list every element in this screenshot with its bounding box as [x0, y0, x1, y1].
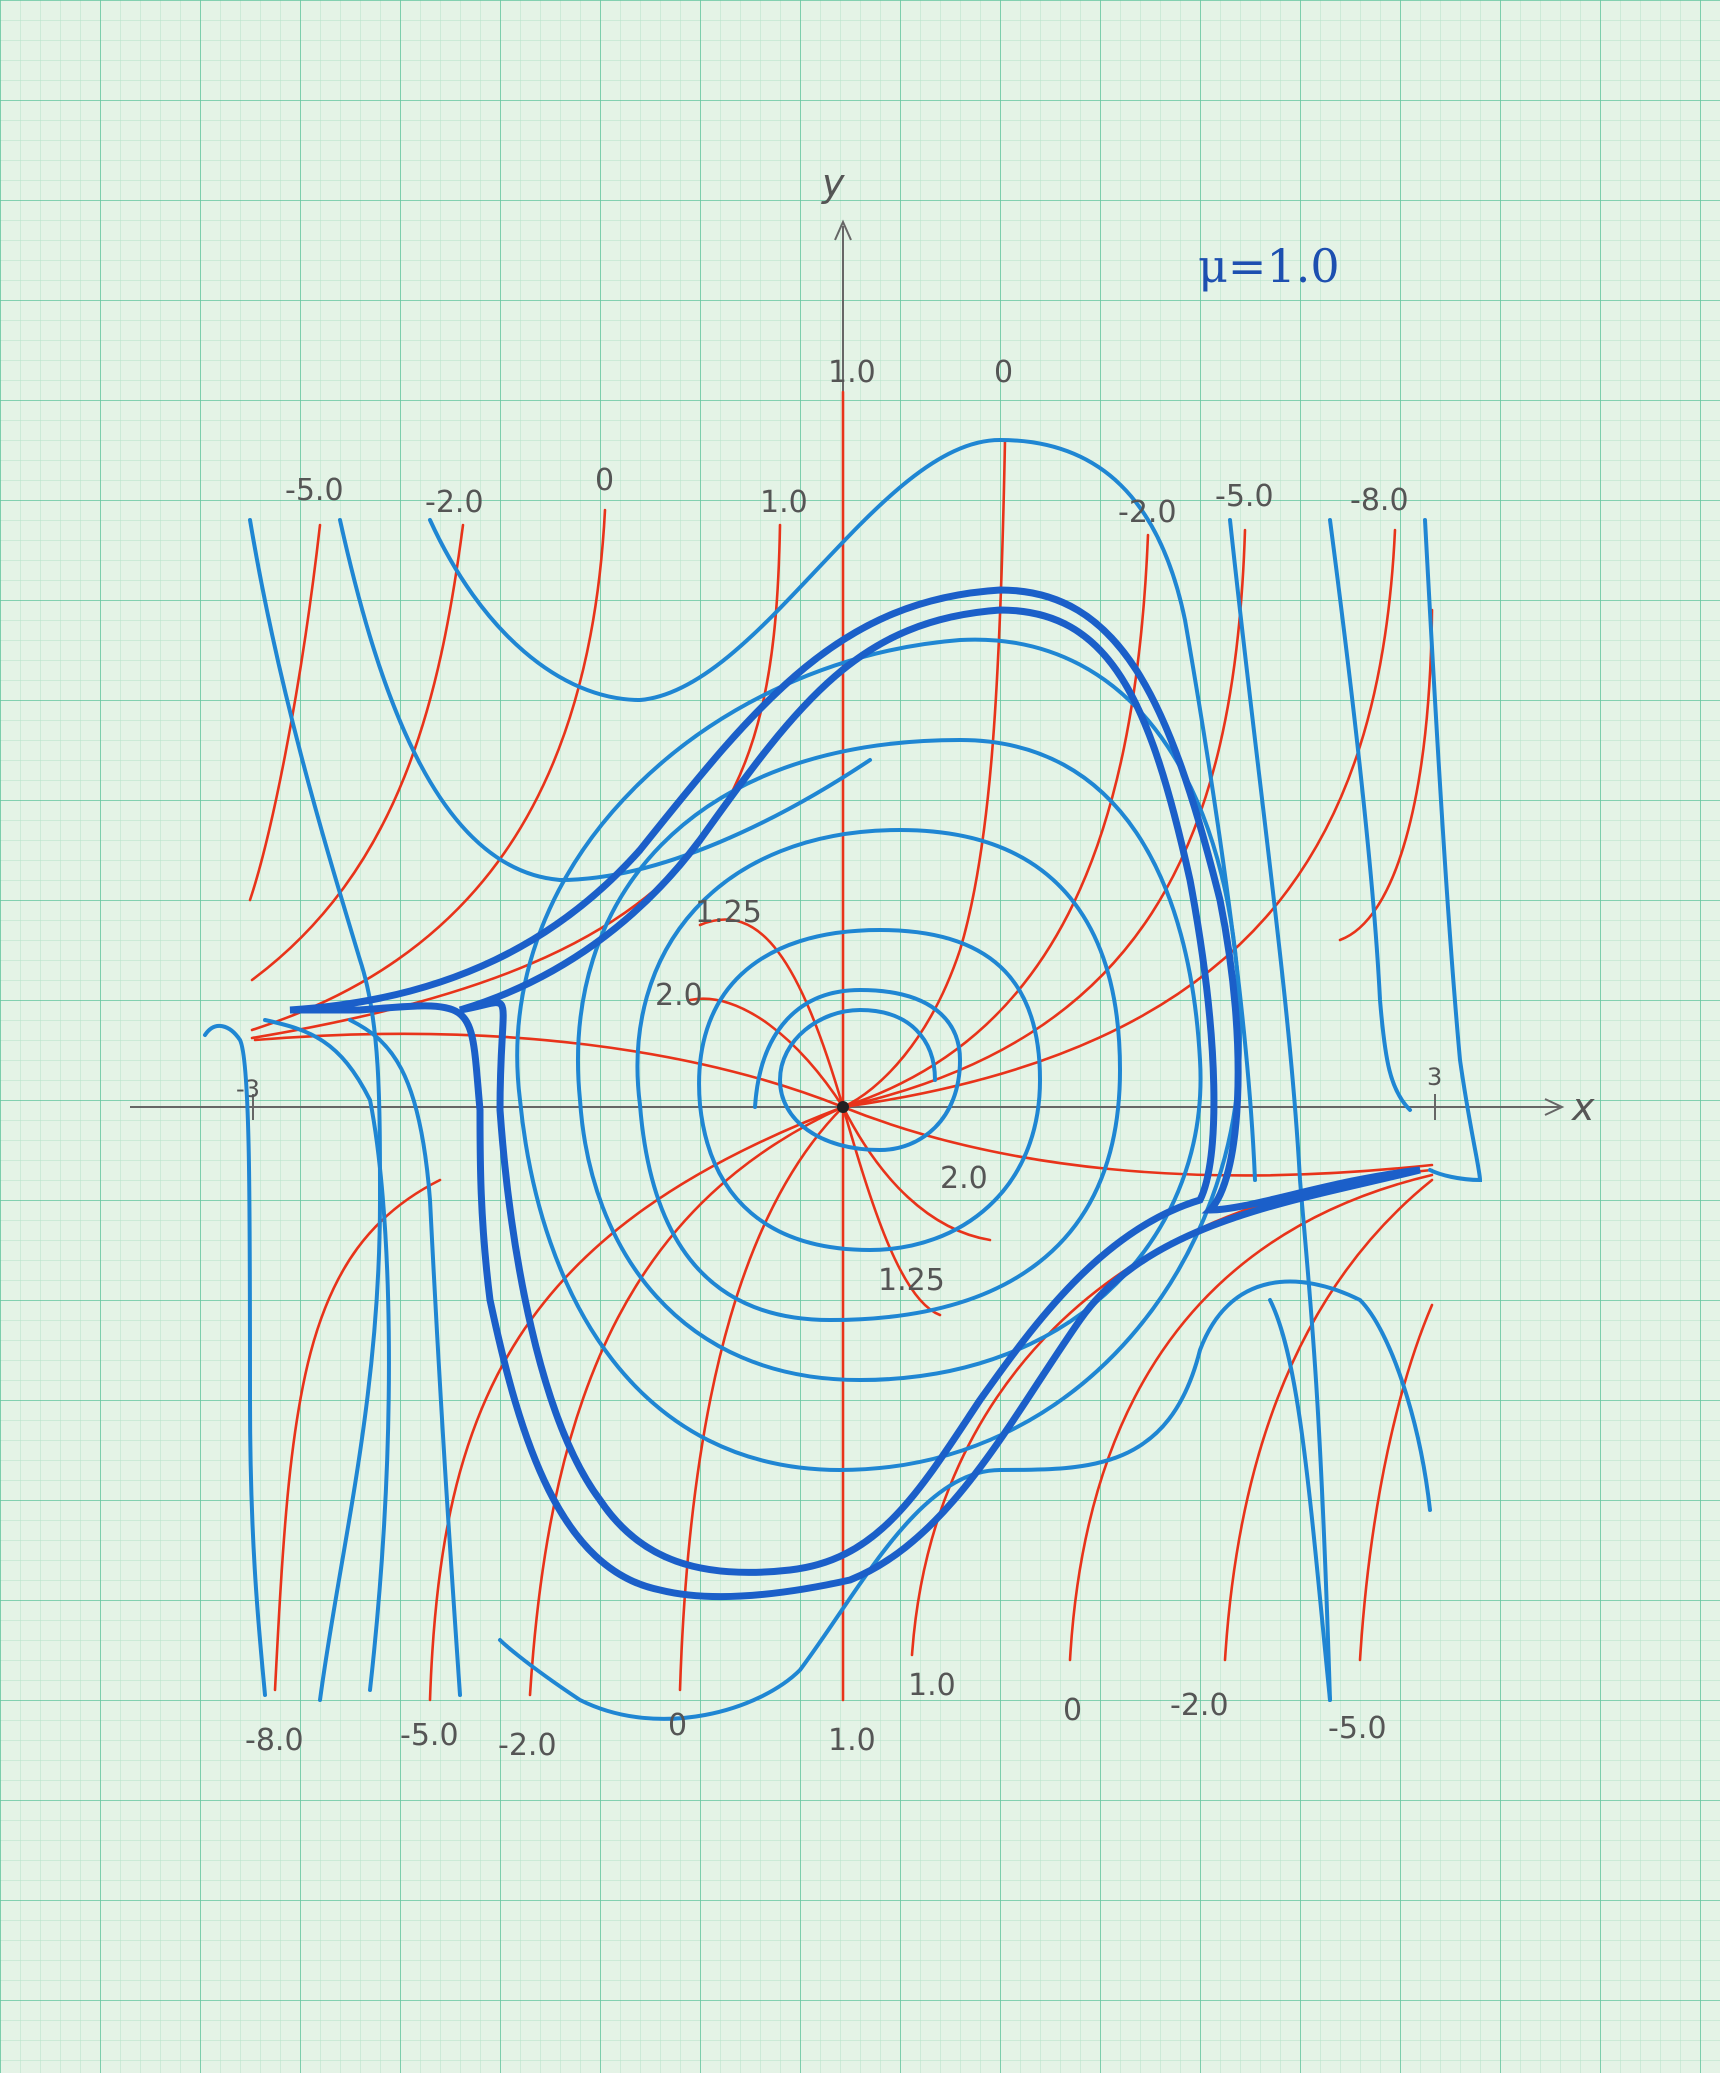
- orbit-inner-2: [697, 927, 1043, 1253]
- lower-slope-label-4: 0: [668, 1708, 687, 1743]
- isocline-lower-8: [1358, 1303, 1434, 1662]
- inner-slope-label-1: 1.25: [695, 895, 762, 930]
- inner-slope-label-4: 1.25: [878, 1263, 945, 1298]
- trajectory-right-3: [1228, 518, 1332, 1702]
- trajectory-left-1: [248, 518, 383, 1702]
- limit-cycle: [289, 586, 1421, 1601]
- labels: μ=1.0 1.0 0 -5.0 -2.0 0 1.0 -2.0 -5.0 -8…: [245, 239, 1409, 1763]
- lower-slope-label-8: -2.0: [1170, 1688, 1229, 1723]
- isocline-lower-2: [428, 1105, 845, 1702]
- isocline-bump-lower: [841, 1105, 942, 1317]
- lower-slope-label-3: -2.0: [498, 1728, 557, 1763]
- orbit-inner-4: [576, 737, 1203, 1383]
- lower-slope-label-2: -5.0: [400, 1718, 459, 1753]
- inner-slope-label-2: 2.0: [655, 978, 703, 1013]
- trajectory-lower-right: [498, 1279, 1432, 1721]
- lower-slope-label-5: 1.0: [908, 1668, 956, 1703]
- orbit-inner-1: [753, 987, 963, 1153]
- lower-slope-label-7: 0: [1063, 1693, 1082, 1728]
- lower-slope-label-9: -5.0: [1328, 1711, 1387, 1746]
- x-axis-label: x: [1571, 1085, 1595, 1129]
- lower-slope-label-1: -8.0: [245, 1723, 304, 1758]
- isocline-lower-6: [1068, 1173, 1434, 1662]
- upper-slope-label-6: -5.0: [1215, 479, 1274, 514]
- isocline-lower-7: [1223, 1178, 1434, 1662]
- x-tick-label-right: 3: [1427, 1063, 1442, 1091]
- upper-slope-label-4: 1.0: [760, 485, 808, 520]
- y-axis-label: y: [821, 161, 845, 205]
- limit-cycle-inner: [458, 606, 1218, 1576]
- isocline-upper-3: [250, 508, 607, 1032]
- limit-cycle-outer: [289, 586, 1421, 1601]
- trajectory-left-4: [348, 1018, 462, 1697]
- top-isocline-label-2: 0: [994, 355, 1013, 390]
- isocline-bump-right: [841, 1105, 992, 1242]
- isocline-lower-3: [528, 1105, 845, 1697]
- trajectory-upper-left: [338, 518, 872, 883]
- trajectories: [203, 437, 1483, 1721]
- top-isocline-label-1: 1.0: [828, 355, 876, 390]
- isocline-top-0: [841, 438, 1007, 1109]
- isocline-right-3: [841, 528, 1397, 1109]
- trajectory-lower-left-edge: [1268, 1298, 1332, 1702]
- x-axis-arrow-icon: [1544, 1098, 1565, 1116]
- isocline-lower-1: [273, 1178, 442, 1692]
- isocline-right-1: [841, 533, 1150, 1109]
- inner-slope-label-3: 2.0: [940, 1161, 988, 1196]
- title: μ=1.0: [1198, 239, 1340, 293]
- y-axis-arrow-icon: [834, 219, 852, 241]
- upper-slope-label-1: -5.0: [285, 473, 344, 508]
- isocline-upper-2: [250, 523, 465, 982]
- trajectory-right-1: [1328, 518, 1412, 1112]
- upper-slope-label-7: -8.0: [1350, 483, 1409, 518]
- orbit-inner-3: [635, 827, 1123, 1323]
- trajectory-left-2: [203, 1024, 267, 1697]
- origin-point: [837, 1101, 849, 1113]
- isocline-upper-1: [248, 523, 322, 902]
- upper-slope-label-3: 0: [595, 463, 614, 498]
- trajectory-left-3: [263, 1018, 391, 1692]
- trajectory-right-2: [1423, 518, 1483, 1183]
- isocline-far-right: [1338, 608, 1434, 942]
- isocline-centre-right: [841, 1105, 1434, 1177]
- upper-slope-label-5: -2.0: [1118, 495, 1177, 530]
- lower-slope-label-6: 1.0: [828, 1723, 876, 1758]
- isocline-bump-mid: [688, 997, 845, 1109]
- upper-slope-label-2: -2.0: [425, 485, 484, 520]
